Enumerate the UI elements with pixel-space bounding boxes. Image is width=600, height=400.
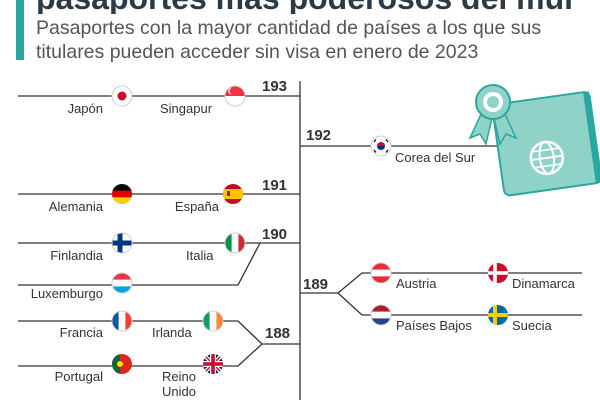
uk-flag-icon [203, 354, 223, 374]
label-austria: Austria [396, 276, 437, 291]
sweden-flag-icon [488, 305, 508, 325]
subtitle: Pasaportes con la mayor cantidad de país… [36, 17, 542, 63]
netherlands-flag-icon [370, 304, 392, 326]
ireland-flag-icon [202, 310, 224, 332]
portugal-flag-icon [112, 354, 132, 374]
label-luxemburgo: Luxemburgo [31, 286, 103, 301]
label-espana: España [175, 199, 220, 214]
label-alemania: Alemania [49, 199, 104, 214]
connector-lines [18, 81, 582, 400]
label-italia: Italia [186, 248, 214, 263]
flags [111, 85, 508, 374]
label-francia: Francia [60, 325, 104, 340]
spain-flag-icon [223, 184, 243, 204]
label-paises-bajos: Países Bajos [396, 318, 472, 333]
label-suecia: Suecia [512, 318, 553, 333]
value-188: 188 [265, 325, 290, 342]
south-korea-flag-icon [370, 135, 392, 157]
austria-flag-icon [370, 262, 392, 284]
value-192: 192 [306, 127, 331, 144]
finland-flag-icon [111, 232, 133, 254]
label-corea: Corea del Sur [395, 150, 476, 165]
label-japon: Japón [68, 101, 103, 116]
japan-flag-icon [111, 85, 133, 107]
country-labels: Japón Singapur Corea del Sur Alemania Es… [31, 101, 576, 399]
label-portugal: Portugal [55, 369, 104, 384]
value-190: 190 [262, 226, 287, 243]
passport-icon [468, 84, 600, 197]
label-dinamarca: Dinamarca [512, 276, 576, 291]
title-clip: pasaportes más poderosos del mundo [36, 0, 576, 14]
label-irlanda: Irlanda [152, 325, 193, 340]
accent-bar [16, 0, 24, 60]
luxembourg-flag-icon [111, 272, 133, 294]
france-flag-icon [111, 310, 133, 332]
page-title: pasaportes más poderosos del mundo [36, 0, 576, 14]
italy-flag-icon [224, 232, 246, 254]
value-191: 191 [262, 177, 287, 194]
denmark-flag-icon [488, 263, 508, 283]
seal-icon [468, 84, 518, 146]
singapore-flag-icon [224, 85, 246, 107]
label-reino-unido-1: Reino [162, 369, 196, 384]
label-reino-unido-2: Unido [162, 384, 196, 399]
value-labels: 193 192 191 190 189 188 [262, 78, 331, 342]
germany-flag-icon [112, 184, 132, 204]
value-193: 193 [262, 78, 287, 95]
label-singapur: Singapur [160, 101, 213, 116]
value-189: 189 [303, 276, 328, 293]
label-finlandia: Finlandia [50, 248, 104, 263]
